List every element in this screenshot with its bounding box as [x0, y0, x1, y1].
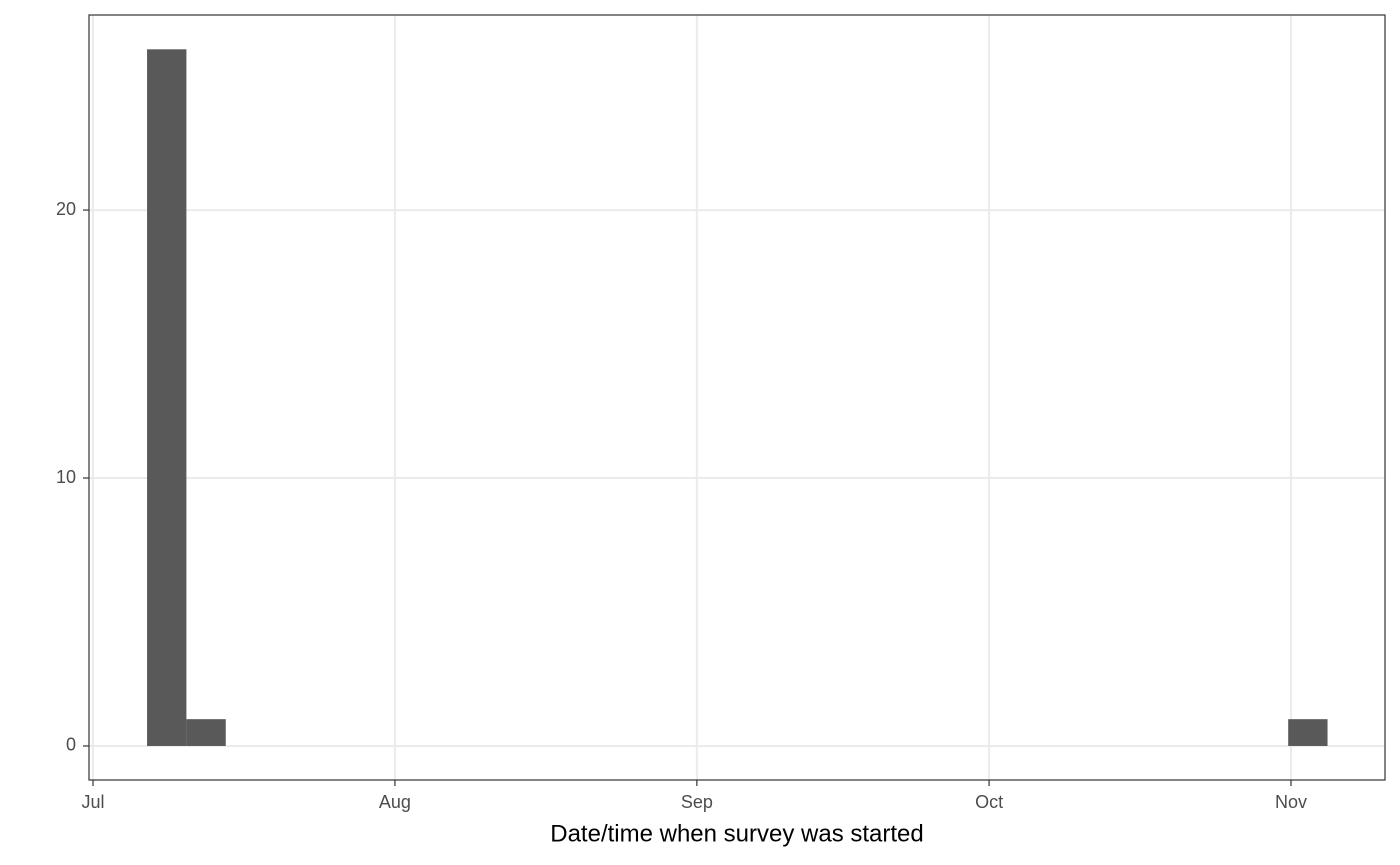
bar [147, 49, 187, 746]
x-tick-label: Jul [81, 792, 104, 812]
x-tick-label: Sep [681, 792, 713, 812]
x-axis-label: Date/time when survey was started [550, 820, 924, 847]
y-tick-label: 0 [66, 735, 76, 755]
plot-panel [89, 15, 1385, 780]
y-tick-label: 10 [56, 467, 76, 487]
panel-border [88, 14, 1386, 781]
x-tick-label: Nov [1275, 792, 1307, 812]
y-tick-label: 20 [56, 199, 76, 219]
bar [1288, 719, 1328, 746]
x-tick-label: Oct [975, 792, 1003, 812]
bar [186, 719, 226, 746]
x-tick-label: Aug [379, 792, 411, 812]
